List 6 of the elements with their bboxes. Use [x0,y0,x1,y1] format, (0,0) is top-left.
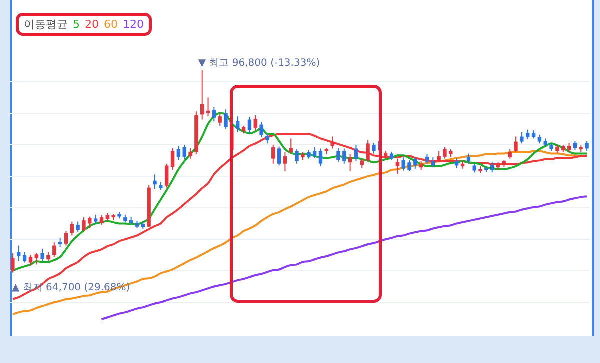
text: 60 [104,18,118,31]
legend-title: 이동평균 [24,17,68,32]
text: 120 [123,18,144,31]
annotation: ▼ 최고 96,800 (-13.33%) [198,58,320,70]
text: 5 [73,18,80,31]
text: 20 [85,18,99,31]
